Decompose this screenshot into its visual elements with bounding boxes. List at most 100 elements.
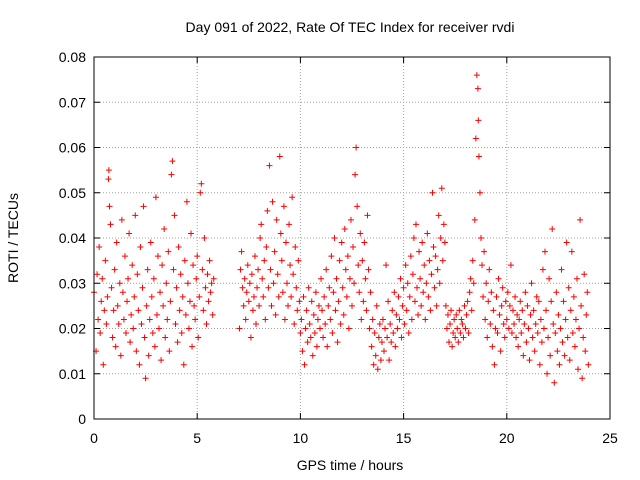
data-point <box>520 352 527 359</box>
data-point <box>331 235 338 241</box>
data-point <box>95 316 102 323</box>
data-point <box>253 320 260 327</box>
data-point <box>122 330 129 337</box>
data-point <box>380 348 387 355</box>
data-point <box>545 334 552 341</box>
data-point <box>115 320 122 327</box>
data-point <box>341 225 348 232</box>
data-point <box>398 334 405 341</box>
data-point <box>508 330 515 337</box>
data-point <box>494 330 501 337</box>
data-point <box>156 325 163 332</box>
data-point <box>442 302 449 309</box>
data-point <box>271 248 278 255</box>
data-point <box>550 320 557 327</box>
data-point <box>487 320 494 327</box>
data-point <box>258 221 265 228</box>
data-point <box>414 284 421 291</box>
data-point <box>432 253 439 260</box>
data-point <box>523 339 530 346</box>
data-point <box>239 284 246 291</box>
data-point <box>440 221 447 228</box>
data-point <box>566 357 573 364</box>
x-tick-label: 15 <box>396 430 412 446</box>
data-point <box>121 253 128 260</box>
data-point <box>570 293 577 300</box>
data-point <box>564 334 571 341</box>
data-point <box>160 302 167 309</box>
data-point <box>407 253 414 260</box>
data-point <box>355 262 362 269</box>
data-point <box>304 339 311 346</box>
data-point <box>536 361 543 368</box>
data-point <box>535 298 542 305</box>
data-point <box>243 289 250 296</box>
data-point <box>457 330 464 337</box>
data-point <box>186 298 193 305</box>
data-point <box>493 293 500 300</box>
data-point <box>248 271 255 278</box>
data-point <box>171 212 178 219</box>
data-point <box>364 212 371 219</box>
data-point <box>584 289 591 296</box>
data-point <box>137 244 144 251</box>
data-point <box>94 271 101 278</box>
data-point <box>275 293 282 300</box>
data-point <box>198 180 205 187</box>
data-point <box>579 375 586 382</box>
data-point <box>241 275 248 282</box>
data-point <box>438 185 445 192</box>
data-point <box>424 230 431 237</box>
data-point <box>521 320 528 327</box>
data-point <box>529 334 536 341</box>
data-point <box>246 280 253 287</box>
data-point <box>290 271 297 278</box>
data-point <box>525 325 532 332</box>
data-point <box>459 320 466 327</box>
data-point <box>427 307 434 314</box>
data-point <box>162 334 169 341</box>
data-point <box>567 307 574 314</box>
data-point <box>453 311 460 318</box>
data-point <box>120 316 127 323</box>
data-point <box>374 366 381 373</box>
data-point <box>404 280 411 287</box>
data-point <box>392 343 399 350</box>
data-point <box>329 330 336 337</box>
data-point <box>205 298 212 305</box>
data-point <box>418 302 425 309</box>
data-point <box>264 207 271 214</box>
data-point <box>359 257 366 264</box>
data-point <box>147 239 154 246</box>
data-point <box>514 311 521 318</box>
data-point <box>117 352 124 359</box>
data-point <box>395 293 402 300</box>
data-point <box>488 289 495 296</box>
data-point <box>549 225 556 232</box>
data-point <box>190 262 197 269</box>
data-point <box>558 266 565 273</box>
data-point <box>319 307 326 314</box>
data-point <box>151 343 158 350</box>
data-point <box>145 352 152 359</box>
data-point <box>181 257 188 264</box>
data-point <box>552 330 559 337</box>
data-point <box>161 225 168 232</box>
data-point <box>165 248 172 255</box>
data-point <box>505 325 512 332</box>
data-point <box>207 289 214 296</box>
x-axis-label: GPS time / hours <box>297 457 404 473</box>
data-point <box>491 361 498 368</box>
data-point <box>278 257 285 264</box>
data-point <box>277 230 284 237</box>
data-point <box>467 275 474 282</box>
data-point <box>346 275 353 282</box>
data-point <box>260 293 267 300</box>
data-point <box>206 257 213 264</box>
data-point <box>344 253 351 260</box>
axis-ticks <box>93 56 611 420</box>
data-point <box>576 325 583 332</box>
data-point <box>470 280 477 287</box>
data-point <box>530 307 537 314</box>
data-point <box>139 284 146 291</box>
